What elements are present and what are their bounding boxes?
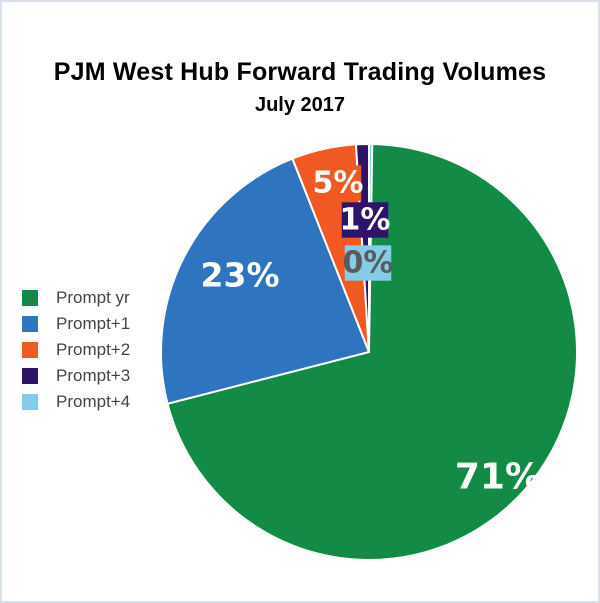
svg-text:71%: 71% — [455, 456, 541, 497]
legend-swatch-prompt-yr — [22, 290, 38, 306]
legend-label-prompt-3: Prompt+3 — [56, 366, 131, 385]
chart-subtitle: July 2017 — [254, 94, 346, 116]
legend-label-prompt-1: Prompt+1 — [56, 314, 131, 333]
pie-slice-prompt-yr — [166, 142, 578, 561]
legend-swatch-prompt-4 — [22, 394, 38, 410]
legend-item-prompt-1: Prompt+1 — [22, 311, 130, 337]
chart-title: PJM West Hub Forward Trading Volumes — [53, 58, 547, 86]
legend-label-prompt-yr: Prompt yr — [56, 288, 130, 307]
svg-text:5%: 5% — [313, 166, 364, 201]
pie-label-prompt-3: 1% — [340, 202, 391, 238]
legend-swatch-prompt-3 — [22, 368, 38, 384]
svg-text:23%: 23% — [201, 256, 280, 295]
pie-slices — [160, 142, 578, 561]
legend-swatch-prompt-2 — [22, 342, 38, 358]
legend-item-prompt-2: Prompt+2 — [22, 337, 130, 363]
pie-label-prompt-2: 5% — [313, 165, 364, 201]
legend-label-prompt-4: Prompt+4 — [56, 392, 131, 411]
pie-label-prompt-1: 23% — [201, 256, 280, 295]
pie-data-labels: 71% 23% 5%1% 0% — [201, 165, 541, 497]
pie-label-prompt-4: 0% — [343, 245, 394, 281]
legend-item-prompt-yr: Prompt yr — [22, 285, 130, 311]
legend-item-prompt-3: Prompt+3 — [22, 363, 130, 389]
legend: Prompt yr Prompt+1 Prompt+2 Prompt+3 Pro… — [22, 285, 130, 415]
svg-text:0%: 0% — [343, 246, 394, 281]
pie-slice-prompt-1 — [160, 157, 371, 405]
legend-swatch-prompt-1 — [22, 316, 38, 332]
svg-text:1%: 1% — [340, 203, 391, 238]
pie-label-prompt-yr: 71% — [455, 456, 541, 497]
legend-label-prompt-2: Prompt+2 — [56, 340, 131, 359]
legend-item-prompt-4: Prompt+4 — [22, 389, 130, 415]
